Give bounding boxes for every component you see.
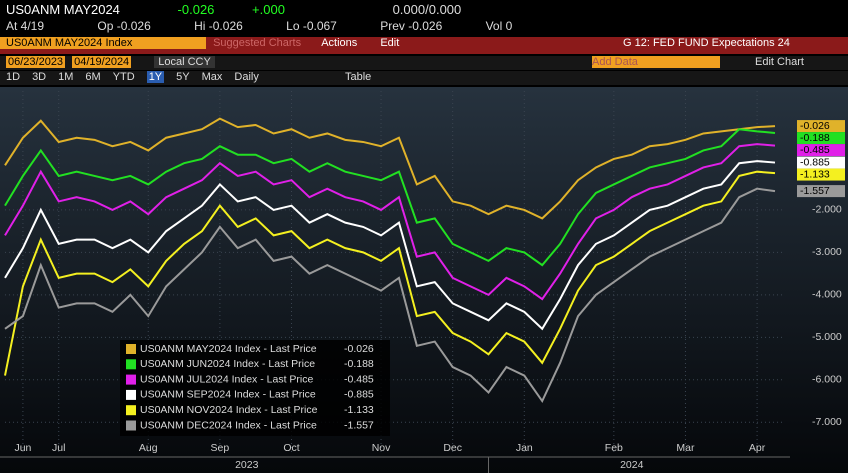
series-line: [4, 187, 776, 404]
chart: -2.000 -3.000 -4.000 -5.000 -6.000 -7.000 Jun J…: [0, 87, 848, 473]
ranges: 1D 3D 1M 6M YTD 1Y 5Y Max Daily Table: [0, 71, 848, 85]
quote-item: Prev -0.026: [380, 19, 443, 33]
end-label: -0.026: [800, 120, 830, 132]
quote: At 4/19 Op -0.026 Hi -0.026 Lo -0.067 Pr…: [0, 19, 848, 35]
controls: 06/23/2023 04/19/2024 Local CCY Add Data…: [0, 56, 848, 70]
y-tick-label: -5.000: [812, 331, 842, 343]
range-button[interactable]: 5Y: [176, 71, 190, 83]
legend-swatch: [126, 405, 136, 416]
x-tick-label: Feb: [605, 442, 623, 454]
ticker: US0ANM MAY2024: [6, 2, 120, 17]
quote-item: Hi -0.026: [194, 19, 243, 33]
actions[interactable]: Actions: [321, 37, 358, 49]
x-tick-label: Jun: [14, 442, 31, 454]
bid-ask: 0.000/0.000: [392, 2, 462, 17]
suggested[interactable]: Suggested Charts: [213, 37, 302, 49]
quote-item: At 4/19: [6, 19, 45, 33]
page-title: G 12: FED FUND Expectations 24: [623, 37, 790, 49]
last: -0.026: [177, 2, 215, 17]
range-button[interactable]: Daily: [234, 71, 259, 83]
legend-value: -0.188: [344, 358, 374, 370]
quote-item: Op -0.026: [97, 19, 151, 33]
currency[interactable]: Local CCY: [154, 56, 215, 68]
end-label: -0.885: [800, 156, 830, 168]
series-line: [4, 170, 776, 376]
legend-value: -0.026: [344, 343, 374, 355]
series-line: [4, 160, 776, 331]
range-button[interactable]: 1D: [6, 71, 21, 83]
legend-swatch: [126, 420, 136, 431]
header: US0ANM MAY2024 -0.026 +.000 0.000/0.000: [0, 2, 848, 18]
legend-label: US0ANM MAY2024 Index - Last Price: [140, 343, 317, 355]
end-label-box: [797, 156, 845, 169]
quote-item: Vol 0: [485, 19, 513, 33]
quote-item: Lo -0.067: [286, 19, 337, 33]
edit-chart[interactable]: Edit Chart: [755, 56, 804, 68]
x-tick-label: Oct: [283, 442, 299, 454]
end-label: -1.133: [800, 168, 830, 180]
legend-swatch: [126, 389, 136, 400]
table[interactable]: Table: [345, 71, 372, 83]
change: +.000: [252, 2, 285, 17]
range-button[interactable]: 1Y: [146, 71, 165, 83]
end-label-box: [797, 168, 845, 181]
range-button[interactable]: Max: [201, 71, 223, 83]
x-tick-label: Sep: [211, 442, 230, 454]
x-tick-label: Aug: [139, 442, 158, 454]
y-tick-label: -4.000: [812, 289, 842, 301]
end-label-box: [797, 185, 845, 198]
range-button[interactable]: YTD: [112, 71, 135, 83]
y-tick-label: -3.000: [812, 246, 842, 258]
legend: US0ANM MAY2024 Index - Last Price -0.026 U…: [120, 340, 390, 436]
year-label: 2023: [235, 459, 259, 471]
series-line: [4, 143, 776, 301]
y-tick-label: -6.000: [812, 374, 842, 386]
legend-value: -0.885: [344, 389, 374, 401]
range-button[interactable]: 6M: [85, 71, 101, 83]
y-tick-label: -2.000: [812, 204, 842, 216]
end-label-box: [797, 120, 845, 133]
legend-label: US0ANM JUN2024 Index - Last Price: [140, 358, 315, 370]
end-label: -1.557: [800, 185, 830, 197]
end-label-box: [797, 144, 845, 157]
legend-value: -1.557: [344, 419, 374, 431]
add-data[interactable]: Add Data: [592, 56, 720, 68]
legend-swatch: [126, 344, 136, 354]
range-button[interactable]: 3D: [32, 71, 47, 83]
x-tick-label: Mar: [676, 442, 695, 454]
legend-label: US0ANM DEC2024 Index - Last Price: [140, 419, 317, 431]
legend-box: [120, 340, 390, 436]
range-button[interactable]: 1M: [58, 71, 74, 83]
edit[interactable]: Edit: [380, 37, 400, 49]
x-tick-label: Jul: [52, 442, 65, 454]
menu-bar: US0ANM MAY2024 Index Suggested Charts Ac…: [0, 37, 848, 54]
series-line: [4, 117, 776, 220]
year-label: 2024: [620, 459, 644, 471]
legend-label: US0ANM SEP2024 Index - Last Price: [140, 389, 316, 401]
x-tick-label: Nov: [372, 442, 391, 454]
legend-value: -1.133: [344, 404, 374, 416]
legend-value: -0.485: [344, 373, 374, 385]
x-tick-label: Apr: [749, 442, 766, 454]
x-tick-label: Jan: [516, 442, 533, 454]
end-date[interactable]: 04/19/2024: [72, 56, 132, 68]
legend-label: US0ANM NOV2024 Index - Last Price: [140, 404, 318, 416]
end-label: -0.485: [800, 144, 830, 156]
end-label: -0.188: [800, 132, 830, 144]
start-date[interactable]: 06/23/2023: [6, 56, 66, 68]
x-tick-label: Dec: [443, 442, 462, 454]
legend-swatch: [126, 374, 136, 385]
series-line: [4, 128, 776, 267]
security[interactable]: US0ANM MAY2024 Index: [0, 37, 206, 49]
legend-label: US0ANM JUL2024 Index - Last Price: [140, 373, 313, 385]
y-tick-label: -7.000: [812, 416, 842, 428]
end-label-box: [797, 132, 845, 145]
legend-swatch: [126, 359, 136, 370]
